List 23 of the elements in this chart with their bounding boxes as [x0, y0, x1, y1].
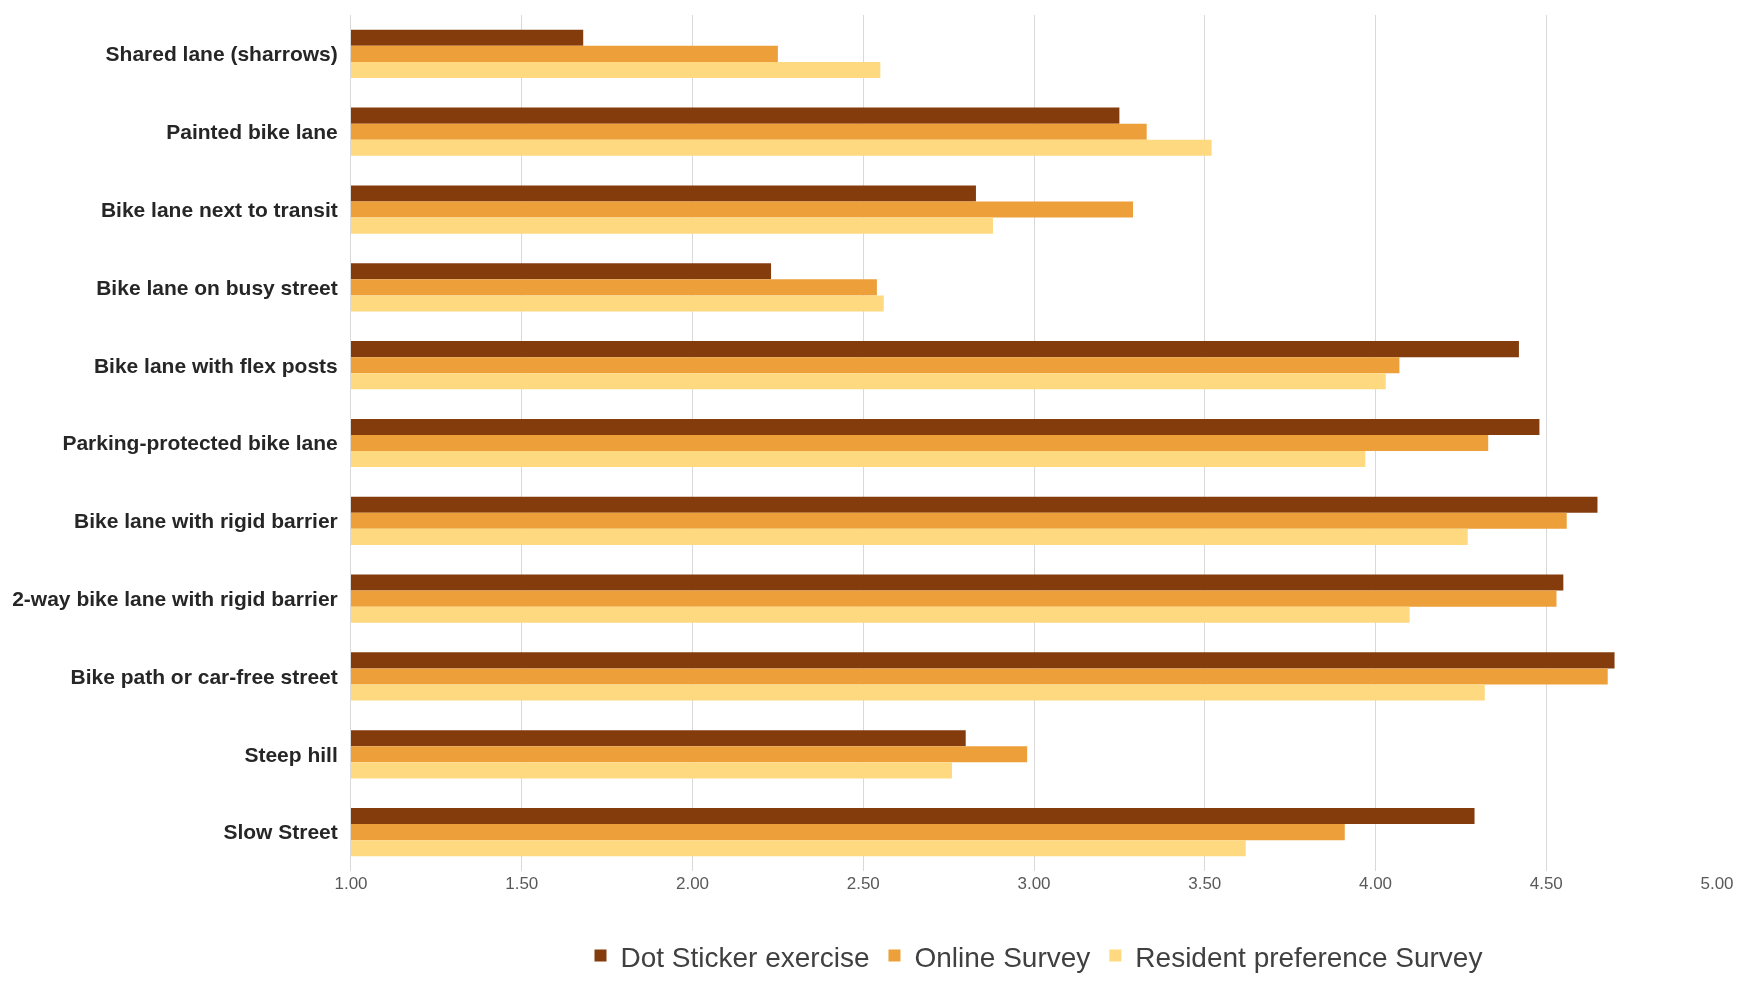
legend-label: Resident preference Survey — [1135, 941, 1483, 973]
x-tick-label: 5.00 — [1700, 874, 1734, 893]
y-tick-label: Shared lane (sharrows) — [105, 42, 338, 66]
legend-label: Dot Sticker exercise — [620, 941, 870, 973]
y-tick-label: Bike lane next to transit — [100, 197, 338, 221]
x-tick-label: 4.00 — [1358, 874, 1393, 893]
y-tick-label: Painted bike lane — [166, 120, 338, 144]
y-tick-label: Bike lane with flex posts — [93, 353, 338, 377]
legend-label: Online Survey — [914, 941, 1091, 973]
x-tick-label: 2.50 — [846, 874, 880, 893]
y-tick-label: Bike lane with rigid barrier — [74, 509, 338, 533]
x-tick-label: 3.00 — [1017, 874, 1051, 893]
y-tick-label: Bike path or car-free street — [70, 664, 338, 688]
y-tick-label: Slow Street — [223, 820, 338, 844]
y-tick-label: Bike lane on busy street — [96, 275, 338, 299]
x-tick-label: 1.50 — [505, 874, 539, 893]
y-tick-label: Parking-protected bike lane — [62, 431, 338, 455]
x-tick-label: 2.00 — [675, 874, 710, 893]
y-tick-label: 2-way bike lane with rigid barrier — [12, 586, 338, 610]
x-tick-label: 4.50 — [1529, 874, 1563, 893]
x-tick-label: 1.00 — [334, 874, 368, 893]
x-tick-label: 3.50 — [1188, 874, 1222, 893]
y-tick-label: Steep hill — [244, 742, 338, 766]
